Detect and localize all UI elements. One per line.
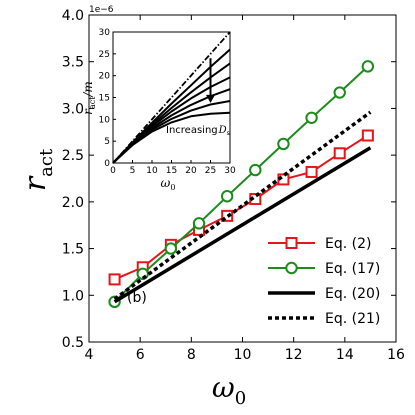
inset-x-tick-label: 20 <box>185 166 197 176</box>
legend-label: Eq. (20) <box>325 286 380 302</box>
inset-y-title-symbol: r <box>81 108 95 115</box>
inset-y-tick-label: 0 <box>104 159 110 169</box>
data-point <box>277 137 290 151</box>
x-tick-label: 4 <box>85 347 94 363</box>
inset-y-tick-label: 10 <box>99 115 111 125</box>
main-plot: 4 6 8 10 12 14 16 0.5 1.0 1.5 2.0 2.5 3.0 3.5 4.0 1e−6 ω… <box>18 5 405 409</box>
x-axis-title: ω0 <box>212 371 246 409</box>
series-4 <box>113 110 372 301</box>
data-point <box>108 273 121 286</box>
y-axis-title-sub: act <box>36 148 57 177</box>
inset-annotation: IncreasingDs <box>166 125 230 137</box>
legend-marker <box>285 261 298 275</box>
inset-plot: 0 5 10 15 20 25 30051015202530ω0ract/mIncreasi… <box>81 28 236 192</box>
data-point <box>333 147 346 160</box>
y-tick-label: 3.5 <box>62 55 84 71</box>
inset-reference-line <box>112 31 231 164</box>
inset-x-tick-label: 15 <box>166 166 177 176</box>
data-point <box>192 217 206 230</box>
x-tick-label: 16 <box>387 347 405 363</box>
inset-x-tick-label: 5 <box>130 166 136 176</box>
x-tick-label: 10 <box>234 347 252 363</box>
y-axis-title-symbol: r <box>18 175 53 191</box>
data-point <box>305 111 318 124</box>
series-line-4 <box>113 110 372 301</box>
legend-marker <box>285 237 298 249</box>
series-3 <box>113 146 372 304</box>
y-tick-label: 1.0 <box>62 288 84 304</box>
inset-x-tick-label: 30 <box>224 166 236 176</box>
y-tick-label: 3.0 <box>62 101 84 117</box>
x-axis-title-sub: 0 <box>235 388 246 409</box>
inset-y-tick-label: 5 <box>104 137 110 147</box>
x-tick-label: 6 <box>136 347 145 363</box>
inset-x-title: ω0 <box>161 176 176 192</box>
inset-x-tick-label: 10 <box>146 166 158 176</box>
y-tick-label: 4.0 <box>62 8 84 24</box>
x-tick-label: 8 <box>187 347 196 363</box>
inset-arrow-head <box>206 94 215 103</box>
legend-label: Eq. (2) <box>325 236 371 252</box>
inset-x-tick-label: 25 <box>205 166 216 176</box>
data-point <box>361 60 375 73</box>
inset-y-tick-label: 15 <box>99 94 110 104</box>
legend-label: Eq. (21) <box>325 311 380 327</box>
inset-y-title-suffix: /m <box>81 81 95 97</box>
inset-annotation-symbol: D <box>218 125 227 136</box>
y-scale-offset: 1e−6 <box>89 5 114 15</box>
x-tick-label: 14 <box>336 347 354 363</box>
x-axis-title-symbol: ω <box>212 371 235 404</box>
legend-label: Eq. (17) <box>325 261 380 277</box>
y-tick-label: 2.5 <box>62 148 84 164</box>
y-tick-label: 1.5 <box>62 242 84 258</box>
y-axis-title: ract <box>18 148 57 191</box>
inset-y-tick-label: 25 <box>99 50 110 60</box>
inset-x-title-sub: 0 <box>170 183 175 192</box>
data-point <box>220 190 234 203</box>
inset-y-tick-label: 30 <box>99 28 111 38</box>
data-point <box>164 242 178 255</box>
inset-curve-6 <box>112 111 231 164</box>
x-tick-label: 12 <box>285 347 303 363</box>
data-point <box>361 129 374 142</box>
panel-label: (b) <box>127 290 147 306</box>
inset-x-tick-label: 0 <box>110 166 116 176</box>
inset-x-title-symbol: ω <box>161 176 171 190</box>
data-point <box>333 86 346 99</box>
inset-y-tick-label: 20 <box>99 72 111 82</box>
legend: Eq. (2) Eq. (17) Eq. (20) Eq. (21) <box>268 236 380 327</box>
y-tick-label: 2.0 <box>62 195 84 211</box>
y-tick-label: 0.5 <box>62 335 84 351</box>
inset-y-title: ract/m <box>81 81 97 115</box>
series-2 <box>108 60 375 309</box>
data-point <box>221 209 234 222</box>
inset-annotation-word: Increasing <box>166 125 218 136</box>
data-point <box>249 163 262 177</box>
series-line-2 <box>113 65 369 303</box>
series-line-3 <box>113 146 372 304</box>
inset-y-title-sub: act <box>88 96 97 109</box>
data-point <box>305 165 318 178</box>
data-point <box>277 173 290 186</box>
inset-annotation-sub: s <box>227 130 230 137</box>
